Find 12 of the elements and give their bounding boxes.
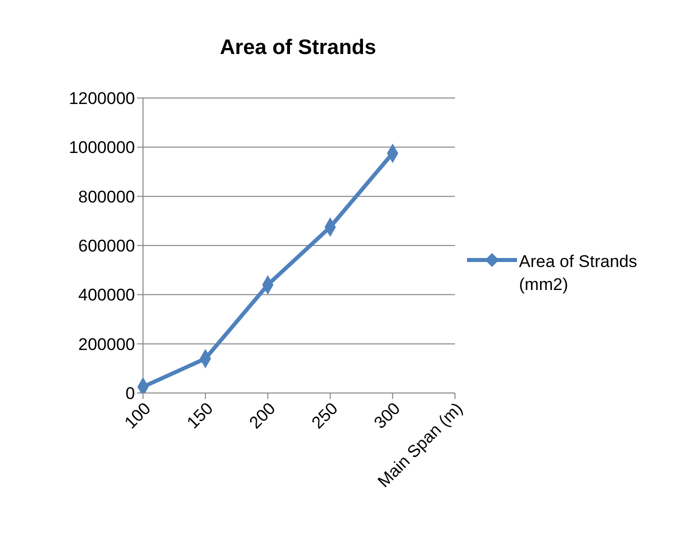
y-tick-label: 600000 <box>78 236 135 256</box>
y-tick-label: 1000000 <box>68 138 135 158</box>
chart-title: Area of Strands <box>218 36 378 60</box>
y-tick-label: 400000 <box>78 286 135 305</box>
x-tick-label: 200 <box>246 398 280 432</box>
y-tick-label: 800000 <box>78 187 135 206</box>
x-tick-label: 250 <box>308 398 342 432</box>
x-tick-label: 300 <box>370 398 404 432</box>
x-tick-label: 150 <box>183 398 217 432</box>
y-tick-label: 1200000 <box>68 89 135 108</box>
legend-label: Area of Strands (mm2) <box>519 251 638 296</box>
y-tick-label: 200000 <box>78 334 135 354</box>
